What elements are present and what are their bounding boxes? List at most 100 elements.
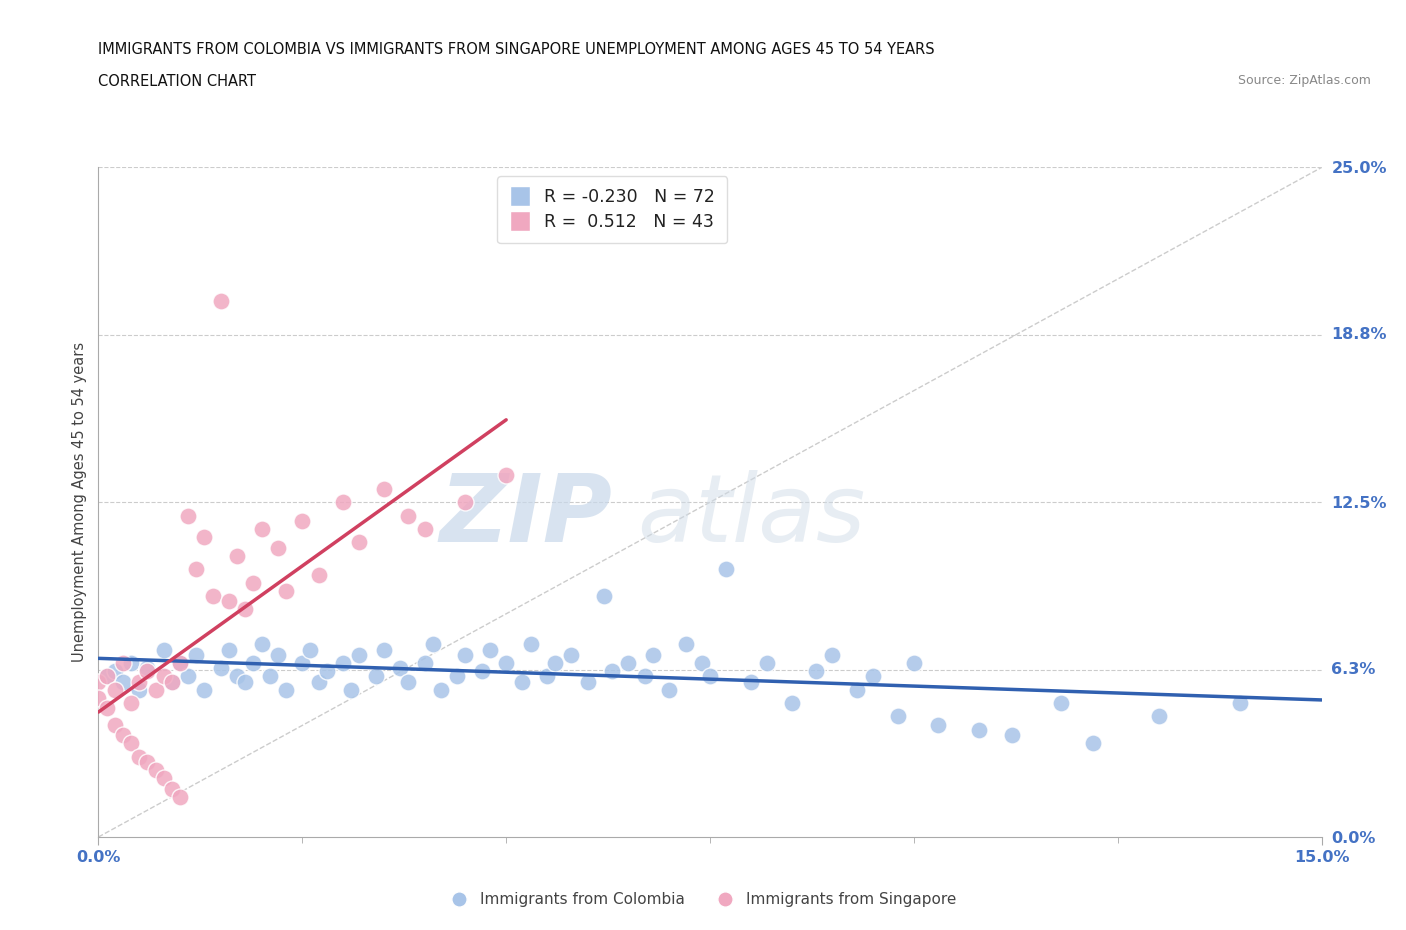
Point [193,529,215,544]
Point [291,513,314,528]
Point [756,656,779,671]
Point [658,683,681,698]
Point [340,683,363,698]
Point [152,669,174,684]
Point [186,562,208,577]
Y-axis label: Unemployment Among Ages 45 to 54 years: Unemployment Among Ages 45 to 54 years [72,342,87,662]
Point [617,656,640,671]
Point [446,669,468,684]
Point [136,663,159,678]
Point [903,656,925,671]
Point [544,656,567,671]
Point [128,674,150,689]
Point [315,663,337,678]
Point [226,669,249,684]
Point [886,709,908,724]
Point [152,771,174,786]
Point [96,669,118,684]
Point [396,508,419,523]
Point [267,647,290,662]
Point [160,781,183,796]
Point [104,663,127,678]
Point [96,701,118,716]
Text: Source: ZipAtlas.com: Source: ZipAtlas.com [1237,74,1371,87]
Point [512,674,534,689]
Point [422,637,444,652]
Point [332,656,354,671]
Point [274,683,297,698]
Point [495,468,517,483]
Point [120,656,142,671]
Point [804,663,827,678]
Point [699,669,721,684]
Point [145,683,167,698]
Point [675,637,697,652]
Point [519,637,541,652]
Point [250,522,273,537]
Point [169,656,191,671]
Point [209,661,232,676]
Point [233,602,256,617]
Legend: R = -0.230   N = 72, R =  0.512   N = 43: R = -0.230 N = 72, R = 0.512 N = 43 [498,176,727,244]
Point [242,656,264,671]
Point [454,495,477,510]
Point [478,642,501,657]
Point [396,674,419,689]
Point [193,683,215,698]
Point [104,683,127,698]
Point [111,728,134,743]
Point [128,750,150,764]
Text: ZIP: ZIP [439,470,612,562]
Point [160,674,183,689]
Point [641,647,664,662]
Point [120,736,142,751]
Point [242,575,264,590]
Point [690,656,713,671]
Point [169,656,191,671]
Point [111,674,134,689]
Point [128,683,150,698]
Point [160,674,183,689]
Point [145,763,167,777]
Point [536,669,558,684]
Point [291,656,314,671]
Point [177,669,200,684]
Point [1049,696,1071,711]
Point [634,669,657,684]
Point [927,717,949,732]
Point [600,663,623,678]
Point [495,656,517,671]
Point [373,482,395,497]
Point [364,669,387,684]
Point [111,656,134,671]
Point [209,294,232,309]
Point [120,696,142,711]
Point [259,669,281,684]
Point [104,717,127,732]
Point [454,647,477,662]
Text: atlas: atlas [637,470,865,561]
Point [169,790,191,804]
Point [1083,736,1105,751]
Text: IMMIGRANTS FROM COLOMBIA VS IMMIGRANTS FROM SINGAPORE UNEMPLOYMENT AMONG AGES 45: IMMIGRANTS FROM COLOMBIA VS IMMIGRANTS F… [98,42,935,57]
Point [716,562,738,577]
Point [274,583,297,598]
Point [576,674,599,689]
Point [967,723,990,737]
Point [593,589,616,604]
Point [413,522,436,537]
Point [201,589,224,604]
Point [1229,696,1251,711]
Point [186,647,208,662]
Point [560,647,582,662]
Point [1001,728,1024,743]
Point [413,656,436,671]
Point [267,540,290,555]
Point [308,674,330,689]
Point [87,674,110,689]
Point [1147,709,1170,724]
Point [373,642,395,657]
Point [136,754,159,769]
Point [177,508,200,523]
Point [299,642,322,657]
